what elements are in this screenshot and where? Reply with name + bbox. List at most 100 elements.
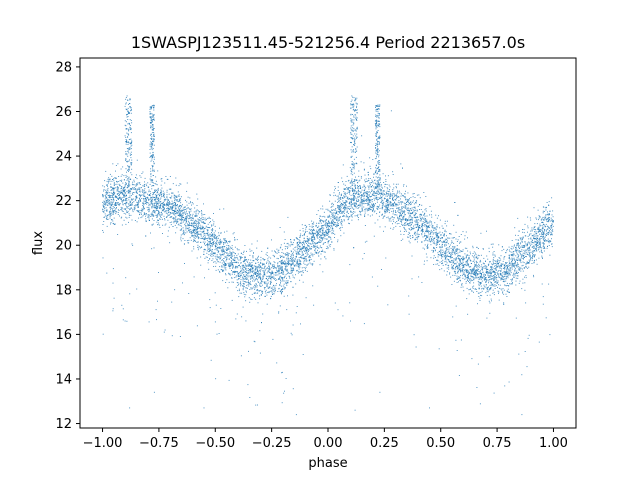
data-point: [536, 223, 538, 225]
data-point: [334, 189, 335, 191]
data-point: [152, 202, 154, 204]
data-point: [192, 215, 193, 217]
data-point: [192, 241, 194, 243]
data-point: [541, 242, 543, 244]
data-point: [416, 219, 418, 221]
data-point: [312, 255, 314, 257]
data-point: [412, 201, 414, 203]
data-point: [111, 186, 113, 188]
data-point: [299, 279, 301, 281]
data-point: [486, 230, 487, 232]
data-point: [204, 219, 206, 221]
data-point: [262, 267, 264, 269]
data-point: [435, 227, 437, 229]
data-point: [453, 258, 455, 260]
data-point: [131, 188, 133, 190]
data-point: [310, 233, 312, 235]
data-point: [541, 256, 543, 258]
data-point: [445, 252, 447, 254]
data-point: [511, 280, 513, 282]
data-point: [209, 233, 211, 235]
data-point: [337, 214, 339, 216]
data-point: [107, 195, 109, 196]
data-point: [539, 223, 541, 225]
data-point: [425, 226, 427, 228]
data-point: [344, 197, 346, 199]
data-point: [362, 199, 364, 201]
data-point: [479, 271, 481, 273]
data-point: [373, 203, 375, 205]
data-point: [507, 285, 509, 286]
data-point: [278, 266, 280, 268]
data-point: [318, 229, 320, 231]
data-point: [176, 205, 178, 206]
data-point: [449, 256, 451, 257]
data-point: [403, 231, 405, 232]
data-point: [203, 226, 204, 228]
data-point: [428, 233, 430, 235]
data-point: [444, 230, 446, 232]
data-point: [172, 183, 174, 185]
data-point: [218, 237, 219, 239]
data-point: [128, 214, 130, 216]
data-point: [396, 214, 398, 216]
data-point: [192, 220, 194, 222]
data-point: [527, 244, 528, 246]
data-point: [462, 267, 464, 269]
data-point: [345, 207, 347, 209]
data-point: [432, 233, 434, 235]
data-point: [331, 214, 333, 216]
data-point: [107, 202, 109, 203]
data-point: [499, 265, 501, 267]
data-point: [162, 203, 164, 205]
data-point: [229, 254, 231, 256]
data-point: [243, 286, 245, 288]
data-point: [163, 199, 165, 201]
data-point: [259, 273, 261, 274]
data-point: [203, 237, 205, 239]
data-point: [357, 208, 359, 209]
data-point: [117, 163, 119, 165]
data-point: [291, 264, 293, 266]
data-point: [377, 208, 379, 210]
data-point: [429, 206, 431, 207]
data-point: [335, 225, 336, 227]
data-point: [333, 230, 335, 232]
data-point: [311, 264, 313, 266]
data-point: [167, 219, 169, 221]
data-point: [122, 204, 124, 206]
data-point: [281, 289, 283, 291]
data-point: [549, 214, 550, 216]
data-point: [371, 191, 373, 192]
data-point: [163, 200, 165, 202]
data-point: [138, 187, 140, 189]
data-point: [490, 267, 492, 268]
data-point: [161, 187, 163, 189]
data-point: [123, 188, 125, 190]
data-point: [331, 220, 333, 222]
data-point: [528, 262, 530, 264]
data-point: [348, 222, 350, 224]
data-point: [432, 236, 434, 238]
data-point: [303, 244, 305, 246]
data-point: [207, 244, 209, 246]
data-point: [443, 241, 445, 243]
data-point: [163, 195, 164, 196]
data-point: [523, 232, 525, 234]
data-point: [134, 209, 136, 211]
data-point: [539, 230, 540, 232]
data-point: [136, 188, 138, 190]
data-point: [450, 276, 452, 278]
data-point: [230, 254, 232, 256]
data-point: [207, 262, 209, 264]
data-point: [128, 170, 129, 172]
data-point: [254, 285, 256, 287]
data-point: [325, 248, 327, 249]
data-point: [403, 210, 405, 212]
data-point: [162, 205, 164, 207]
data-point: [436, 239, 438, 241]
data-point: [312, 236, 314, 238]
data-point: [509, 283, 511, 285]
data-point: [310, 263, 312, 265]
data-point: [442, 244, 443, 245]
